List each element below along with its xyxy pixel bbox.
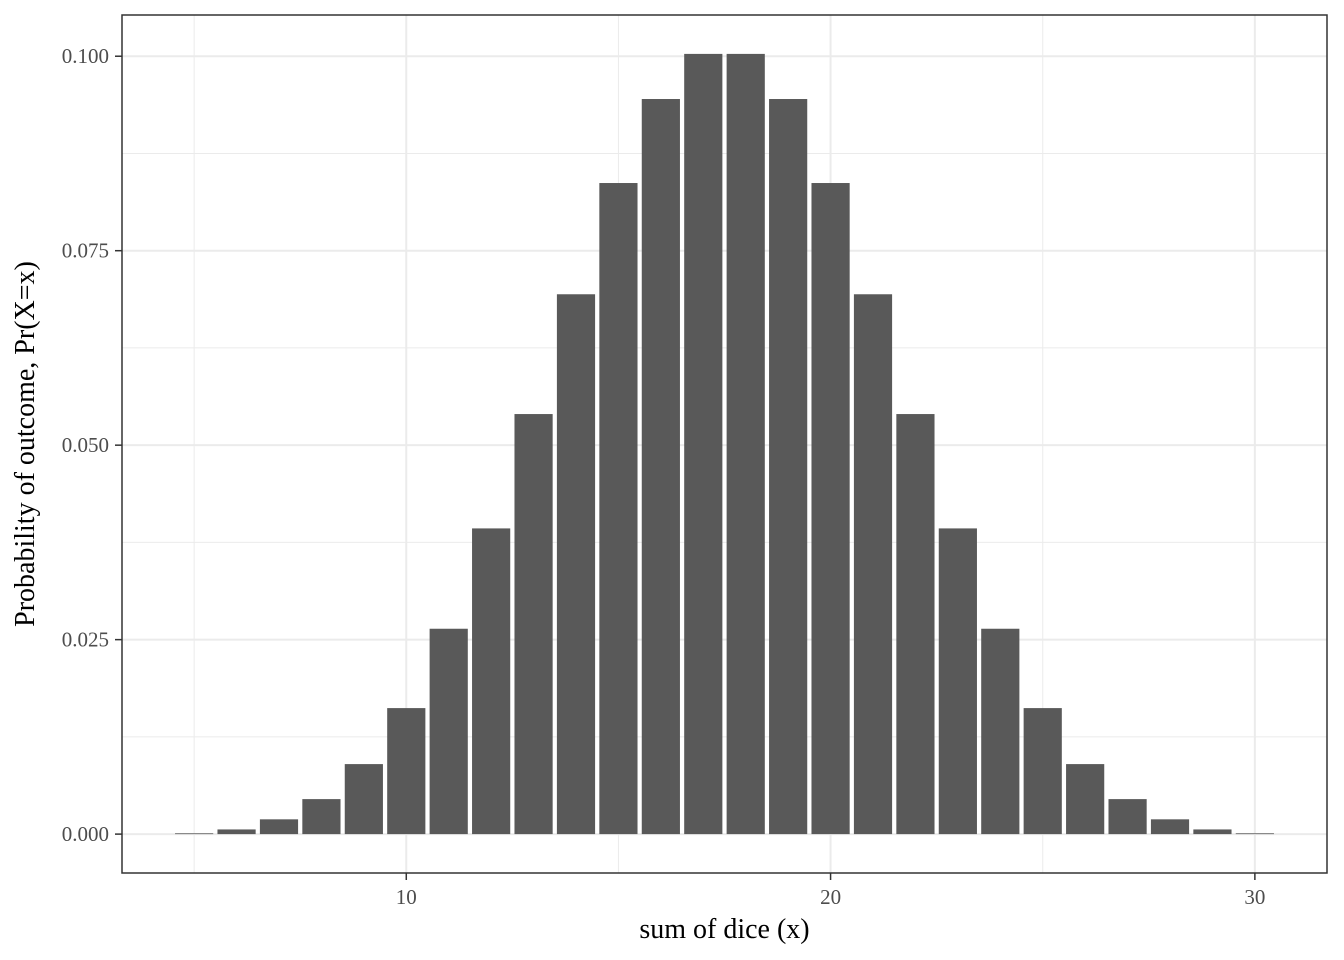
bar-x21 bbox=[853, 294, 893, 835]
bar-x28 bbox=[1150, 819, 1190, 835]
x-tick-label: 20 bbox=[820, 885, 841, 909]
y-axis-title: Probability of outcome, Pr(X=x) bbox=[10, 261, 41, 627]
bar-x18 bbox=[726, 53, 765, 835]
bar-x16 bbox=[641, 99, 680, 835]
bar-x11 bbox=[429, 628, 468, 835]
bar-x13 bbox=[514, 414, 553, 835]
bar-x20 bbox=[811, 183, 850, 835]
bar-x9 bbox=[344, 764, 383, 835]
bar-x7 bbox=[259, 819, 299, 835]
bar-x26 bbox=[1066, 764, 1105, 835]
bar-x25 bbox=[1023, 708, 1062, 835]
bar-x15 bbox=[599, 183, 638, 835]
x-tick-label: 30 bbox=[1244, 885, 1265, 909]
y-tick-label: 0.000 bbox=[62, 822, 109, 846]
bars-layer bbox=[175, 53, 1274, 835]
y-tick-label: 0.100 bbox=[62, 44, 109, 68]
y-tick-label: 0.075 bbox=[62, 239, 109, 263]
panel-border bbox=[121, 14, 1328, 874]
y-tick-label: 0.050 bbox=[62, 433, 109, 457]
x-axis-title: sum of dice (x) bbox=[639, 914, 809, 945]
x-tick-labels: 10 20 30 bbox=[396, 885, 1266, 909]
axis-ticks-layer bbox=[115, 55, 1256, 880]
bar-x24 bbox=[981, 628, 1020, 835]
bar-x8 bbox=[302, 799, 341, 835]
bar-x10 bbox=[387, 708, 426, 835]
bar-x22 bbox=[896, 414, 935, 835]
bar-x23 bbox=[938, 528, 977, 835]
bar-x5 bbox=[175, 833, 214, 835]
grid-layer bbox=[122, 15, 1327, 873]
bar-x6 bbox=[217, 829, 256, 835]
x-tick-label: 10 bbox=[396, 885, 417, 909]
bar-x12 bbox=[472, 528, 511, 835]
bar-x17 bbox=[684, 53, 723, 835]
bar-x19 bbox=[769, 99, 808, 835]
bar-x27 bbox=[1108, 799, 1147, 835]
bar-x14 bbox=[556, 294, 596, 835]
bar-x29 bbox=[1193, 829, 1232, 835]
bar-x30 bbox=[1235, 833, 1274, 835]
y-tick-label: 0.025 bbox=[62, 628, 109, 652]
y-tick-labels: 0.000 0.025 0.050 0.075 0.100 bbox=[62, 44, 109, 846]
